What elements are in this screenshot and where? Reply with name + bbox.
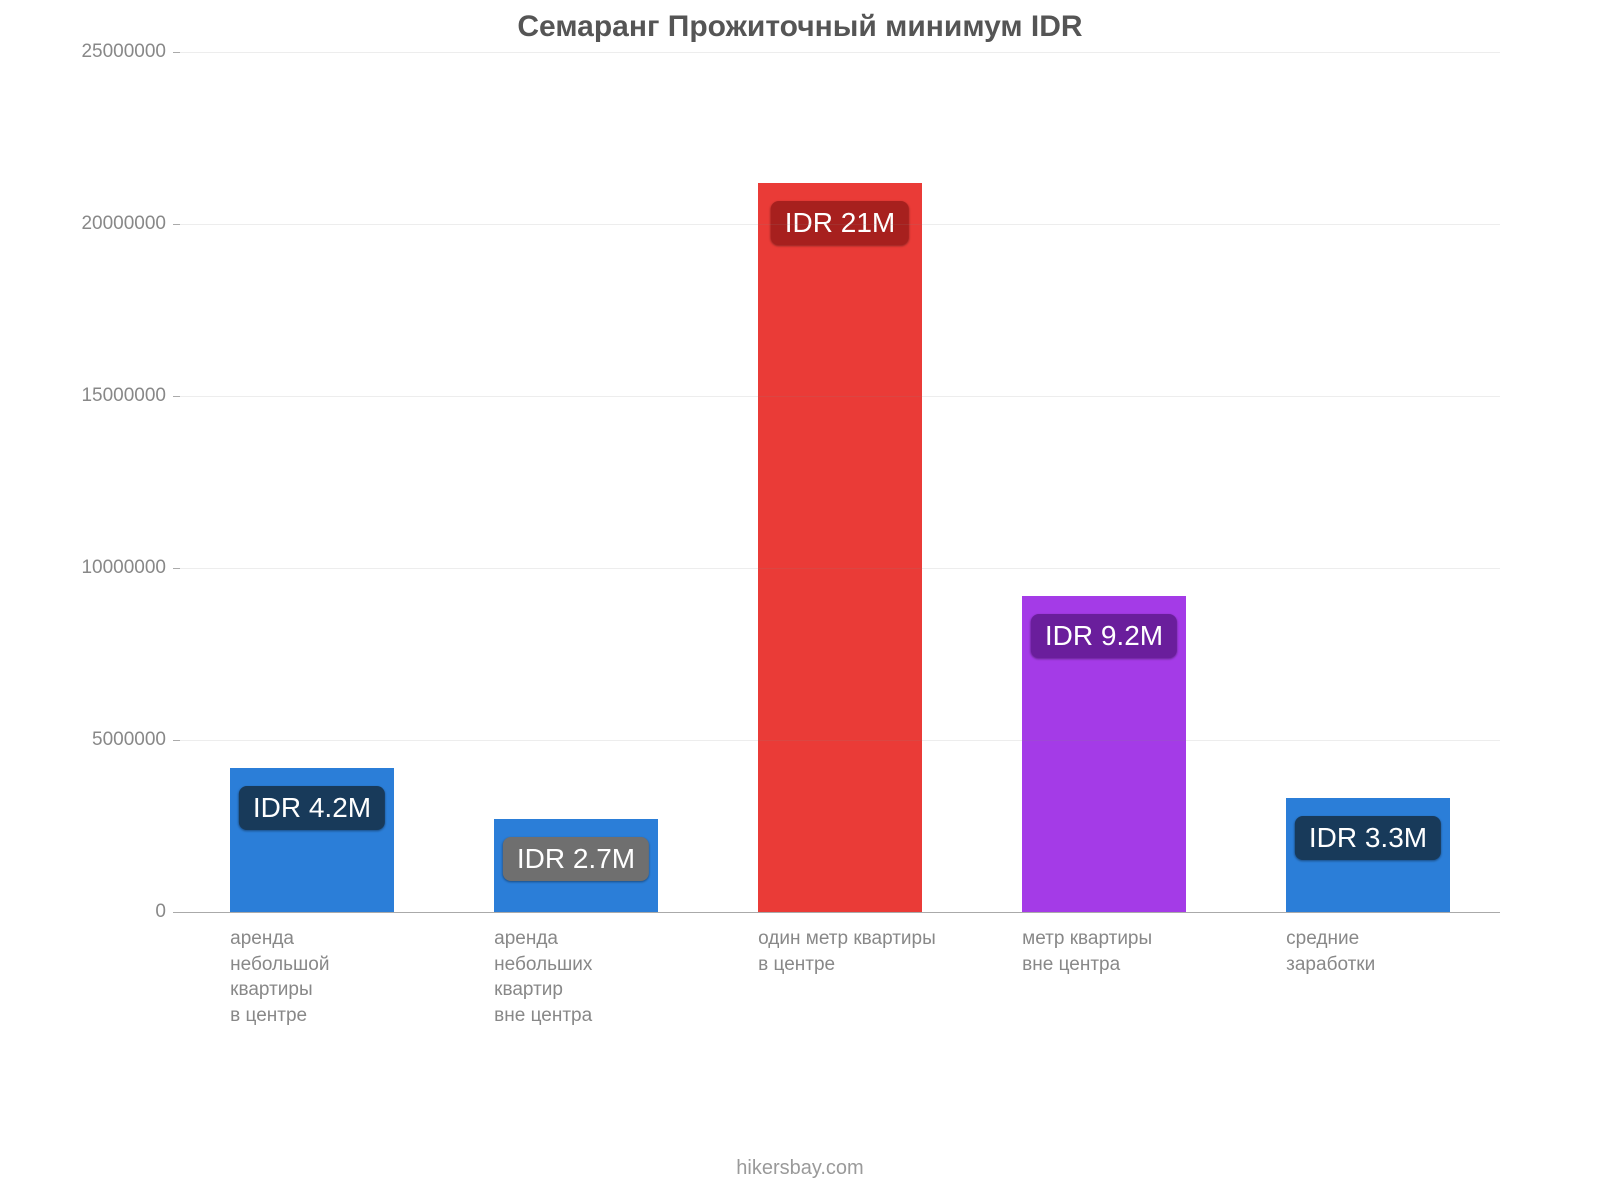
x-tick-label: средниезаработки xyxy=(1286,926,1490,977)
gridline xyxy=(180,224,1500,225)
x-tick-label: метр квартирывне центра xyxy=(1022,926,1226,977)
x-tick-label: аренданебольшойквартирыв центре xyxy=(230,926,434,1029)
value-badge: IDR 4.2M xyxy=(239,786,385,830)
credit-text: hikersbay.com xyxy=(0,1157,1600,1180)
y-tick-label: 15000000 xyxy=(81,385,180,407)
bar: IDR 9.2M xyxy=(1022,596,1186,912)
bars-layer: IDR 4.2M IDR 2.7M IDR 21M IDR 9.2M IDR 3.3M xyxy=(180,52,1500,912)
y-tick-label: 25000000 xyxy=(81,41,180,63)
gridline xyxy=(180,740,1500,741)
y-tick-label: 0 xyxy=(155,901,180,923)
x-tick-label: аренданебольшихквартирвне центра xyxy=(494,926,698,1029)
bar: IDR 2.7M xyxy=(494,819,658,912)
value-badge: IDR 2.7M xyxy=(503,837,649,881)
value-badge: IDR 21M xyxy=(771,201,909,245)
chart-title: Семаранг Прожиточный минимум IDR xyxy=(60,10,1540,44)
bar: IDR 4.2M xyxy=(230,768,394,912)
y-tick-label: 5000000 xyxy=(92,729,180,751)
value-badge: IDR 3.3M xyxy=(1295,816,1441,860)
y-tick-label: 20000000 xyxy=(81,213,180,235)
gridline xyxy=(180,52,1500,53)
y-tick-label: 10000000 xyxy=(81,557,180,579)
chart-container: Семаранг Прожиточный минимум IDR IDR 4.2… xyxy=(60,10,1540,1110)
plot-area: IDR 4.2MIDR 2.7MIDR 21MIDR 9.2MIDR 3.3M … xyxy=(180,52,1500,912)
gridline xyxy=(180,568,1500,569)
bar: IDR 3.3M xyxy=(1286,798,1450,912)
gridline xyxy=(180,396,1500,397)
bar: IDR 21M xyxy=(758,183,922,912)
value-badge: IDR 9.2M xyxy=(1031,614,1177,658)
x-axis-labels: аренданебольшойквартирыв центреаренданеб… xyxy=(180,912,1500,926)
x-tick-label: один метр квартирыв центре xyxy=(758,926,962,977)
